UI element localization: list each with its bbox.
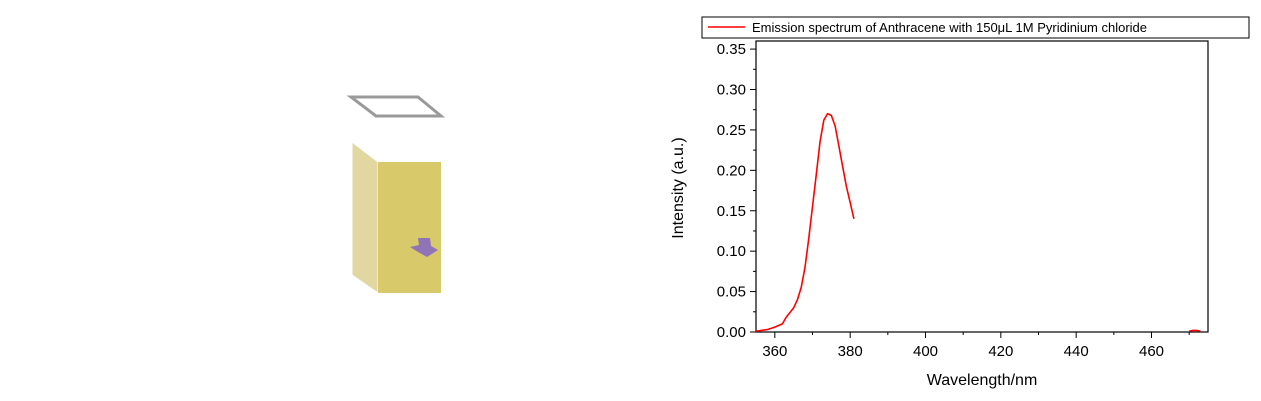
cuvette-front-face: [378, 162, 441, 293]
y-axis-ticks: 0.00 0.05 0.10 0.15 0.20 0.25 0.30 0.35: [717, 41, 756, 341]
x-tick-label: 360: [762, 343, 787, 360]
plot-frame: [755, 40, 1209, 333]
x-tick-label: 380: [838, 343, 863, 360]
y-tick-label: 0.35: [717, 41, 746, 58]
molecule-icon: [410, 238, 438, 257]
series-line-1: [1189, 329, 1201, 332]
y-axis-title: Intensity (a.u.): [670, 137, 687, 238]
y-tick-label: 0.05: [717, 284, 746, 301]
x-tick-label: 400: [913, 343, 938, 360]
y-tick-label: 0.10: [717, 243, 746, 260]
legend: Emission spectrum of Anthracene with 150…: [701, 16, 1250, 39]
x-tick-label: 440: [1064, 343, 1089, 360]
y-tick-label: 0.00: [717, 324, 746, 341]
y-tick-label: 0.30: [717, 82, 746, 99]
legend-label: Emission spectrum of Anthracene with 150…: [752, 20, 1147, 35]
cuvette-lid: [346, 95, 446, 118]
y-tick-label: 0.20: [717, 162, 746, 179]
legend-box: [701, 16, 1250, 39]
y-tick-label: 0.25: [717, 122, 746, 139]
y-tick-label: 0.15: [717, 203, 746, 220]
series-layer: [755, 112, 1201, 332]
x-axis-ticks: 360 380 400 420 440 460: [762, 332, 1190, 360]
series-line-0: [755, 112, 855, 332]
x-tick-label: 420: [988, 343, 1013, 360]
x-axis-title: Wavelength/nm: [927, 372, 1038, 389]
cuvette-illustration: [346, 95, 446, 294]
x-tick-label: 460: [1139, 343, 1164, 360]
cuvette-side-face: [351, 140, 379, 294]
